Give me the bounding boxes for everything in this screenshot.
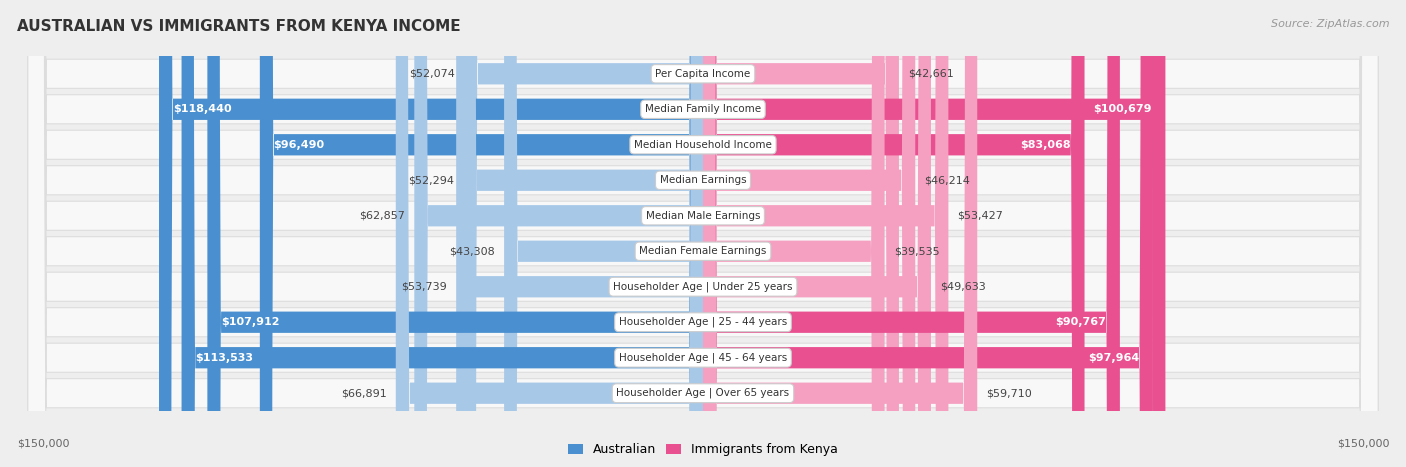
Text: Median Family Income: Median Family Income [645, 104, 761, 114]
Text: $97,964: $97,964 [1088, 353, 1139, 363]
Text: Median Household Income: Median Household Income [634, 140, 772, 150]
Text: Householder Age | 45 - 64 years: Householder Age | 45 - 64 years [619, 353, 787, 363]
Text: Median Earnings: Median Earnings [659, 175, 747, 185]
FancyBboxPatch shape [28, 0, 1378, 467]
FancyBboxPatch shape [703, 0, 884, 467]
FancyBboxPatch shape [28, 0, 1378, 467]
Legend: Australian, Immigrants from Kenya: Australian, Immigrants from Kenya [562, 439, 844, 461]
FancyBboxPatch shape [703, 0, 1153, 467]
Text: $150,000: $150,000 [17, 439, 69, 449]
FancyBboxPatch shape [505, 0, 703, 467]
Text: Per Capita Income: Per Capita Income [655, 69, 751, 79]
Text: $52,074: $52,074 [409, 69, 454, 79]
Text: Median Male Earnings: Median Male Earnings [645, 211, 761, 221]
Text: $46,214: $46,214 [924, 175, 970, 185]
FancyBboxPatch shape [28, 0, 1378, 467]
Text: $43,308: $43,308 [449, 246, 495, 256]
Text: $39,535: $39,535 [894, 246, 939, 256]
FancyBboxPatch shape [159, 0, 703, 467]
Text: $59,710: $59,710 [987, 388, 1032, 398]
FancyBboxPatch shape [703, 0, 1084, 467]
FancyBboxPatch shape [28, 0, 1378, 467]
Text: $150,000: $150,000 [1337, 439, 1389, 449]
FancyBboxPatch shape [703, 0, 931, 467]
Text: Householder Age | Over 65 years: Householder Age | Over 65 years [616, 388, 790, 398]
Text: $42,661: $42,661 [908, 69, 953, 79]
Text: Householder Age | Under 25 years: Householder Age | Under 25 years [613, 282, 793, 292]
Text: $62,857: $62,857 [360, 211, 405, 221]
FancyBboxPatch shape [703, 0, 977, 467]
FancyBboxPatch shape [703, 0, 1121, 467]
Text: $118,440: $118,440 [173, 104, 232, 114]
Text: $96,490: $96,490 [274, 140, 325, 150]
FancyBboxPatch shape [28, 0, 1378, 467]
FancyBboxPatch shape [260, 0, 703, 467]
FancyBboxPatch shape [415, 0, 703, 467]
Text: $52,294: $52,294 [408, 175, 454, 185]
FancyBboxPatch shape [28, 0, 1378, 467]
FancyBboxPatch shape [456, 0, 703, 467]
FancyBboxPatch shape [464, 0, 703, 467]
Text: $100,679: $100,679 [1092, 104, 1152, 114]
FancyBboxPatch shape [181, 0, 703, 467]
Text: $107,912: $107,912 [221, 317, 280, 327]
Text: $66,891: $66,891 [340, 388, 387, 398]
FancyBboxPatch shape [395, 0, 703, 467]
Text: Householder Age | 25 - 44 years: Householder Age | 25 - 44 years [619, 317, 787, 327]
Text: $90,767: $90,767 [1056, 317, 1107, 327]
FancyBboxPatch shape [463, 0, 703, 467]
FancyBboxPatch shape [703, 0, 915, 467]
FancyBboxPatch shape [703, 0, 1166, 467]
FancyBboxPatch shape [207, 0, 703, 467]
Text: AUSTRALIAN VS IMMIGRANTS FROM KENYA INCOME: AUSTRALIAN VS IMMIGRANTS FROM KENYA INCO… [17, 19, 461, 34]
FancyBboxPatch shape [703, 0, 949, 467]
FancyBboxPatch shape [28, 0, 1378, 467]
Text: $83,068: $83,068 [1021, 140, 1071, 150]
Text: $49,633: $49,633 [941, 282, 986, 292]
Text: $53,427: $53,427 [957, 211, 1004, 221]
Text: Source: ZipAtlas.com: Source: ZipAtlas.com [1271, 19, 1389, 28]
Text: Median Female Earnings: Median Female Earnings [640, 246, 766, 256]
FancyBboxPatch shape [28, 0, 1378, 467]
Text: $113,533: $113,533 [195, 353, 253, 363]
FancyBboxPatch shape [28, 0, 1378, 467]
FancyBboxPatch shape [703, 0, 898, 467]
FancyBboxPatch shape [28, 0, 1378, 467]
Text: $53,739: $53,739 [401, 282, 447, 292]
